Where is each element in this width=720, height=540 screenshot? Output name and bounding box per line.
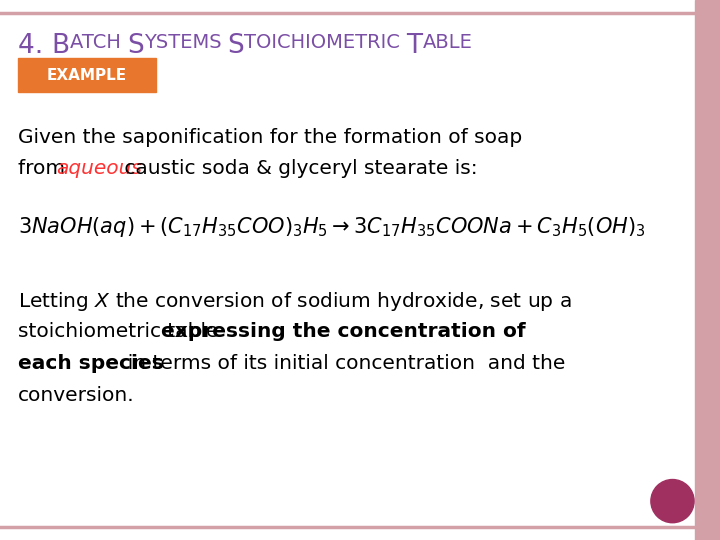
Text: each species: each species	[18, 354, 163, 373]
Text: aqueous: aqueous	[56, 159, 142, 178]
Text: conversion.: conversion.	[18, 386, 135, 405]
Text: expressing the concentration of: expressing the concentration of	[161, 322, 526, 341]
Text: B: B	[52, 33, 70, 59]
Text: stoichiometric table: stoichiometric table	[18, 322, 225, 341]
Circle shape	[651, 480, 694, 523]
Text: S: S	[228, 33, 244, 59]
Text: $3NaOH\left(aq\right)+\left(C_{17}H_{35}COO\right)_3H_5\rightarrow 3C_{17}H_{35}: $3NaOH\left(aq\right)+\left(C_{17}H_{35}…	[18, 215, 646, 239]
Text: ABLE: ABLE	[423, 33, 472, 52]
Text: EXAMPLE: EXAMPLE	[47, 68, 127, 83]
Text: Given the saponification for the formation of soap: Given the saponification for the formati…	[18, 128, 522, 147]
Text: 4.: 4.	[18, 33, 52, 59]
Text: S: S	[127, 33, 143, 59]
Text: ATCH: ATCH	[70, 33, 127, 52]
Text: caustic soda & glyceryl stearate is:: caustic soda & glyceryl stearate is:	[118, 159, 477, 178]
Text: in terms of its initial concentration  and the: in terms of its initial concentration an…	[115, 354, 565, 373]
Bar	[18, 58, 156, 92]
Text: Letting $X$ the conversion of sodium hydroxide, set up a: Letting $X$ the conversion of sodium hyd…	[18, 290, 572, 313]
Text: from: from	[18, 159, 71, 178]
Text: TOICHIOMETRIC: TOICHIOMETRIC	[244, 33, 406, 52]
Bar	[695, 0, 720, 540]
Text: YSTEMS: YSTEMS	[143, 33, 228, 52]
Text: T: T	[406, 33, 423, 59]
